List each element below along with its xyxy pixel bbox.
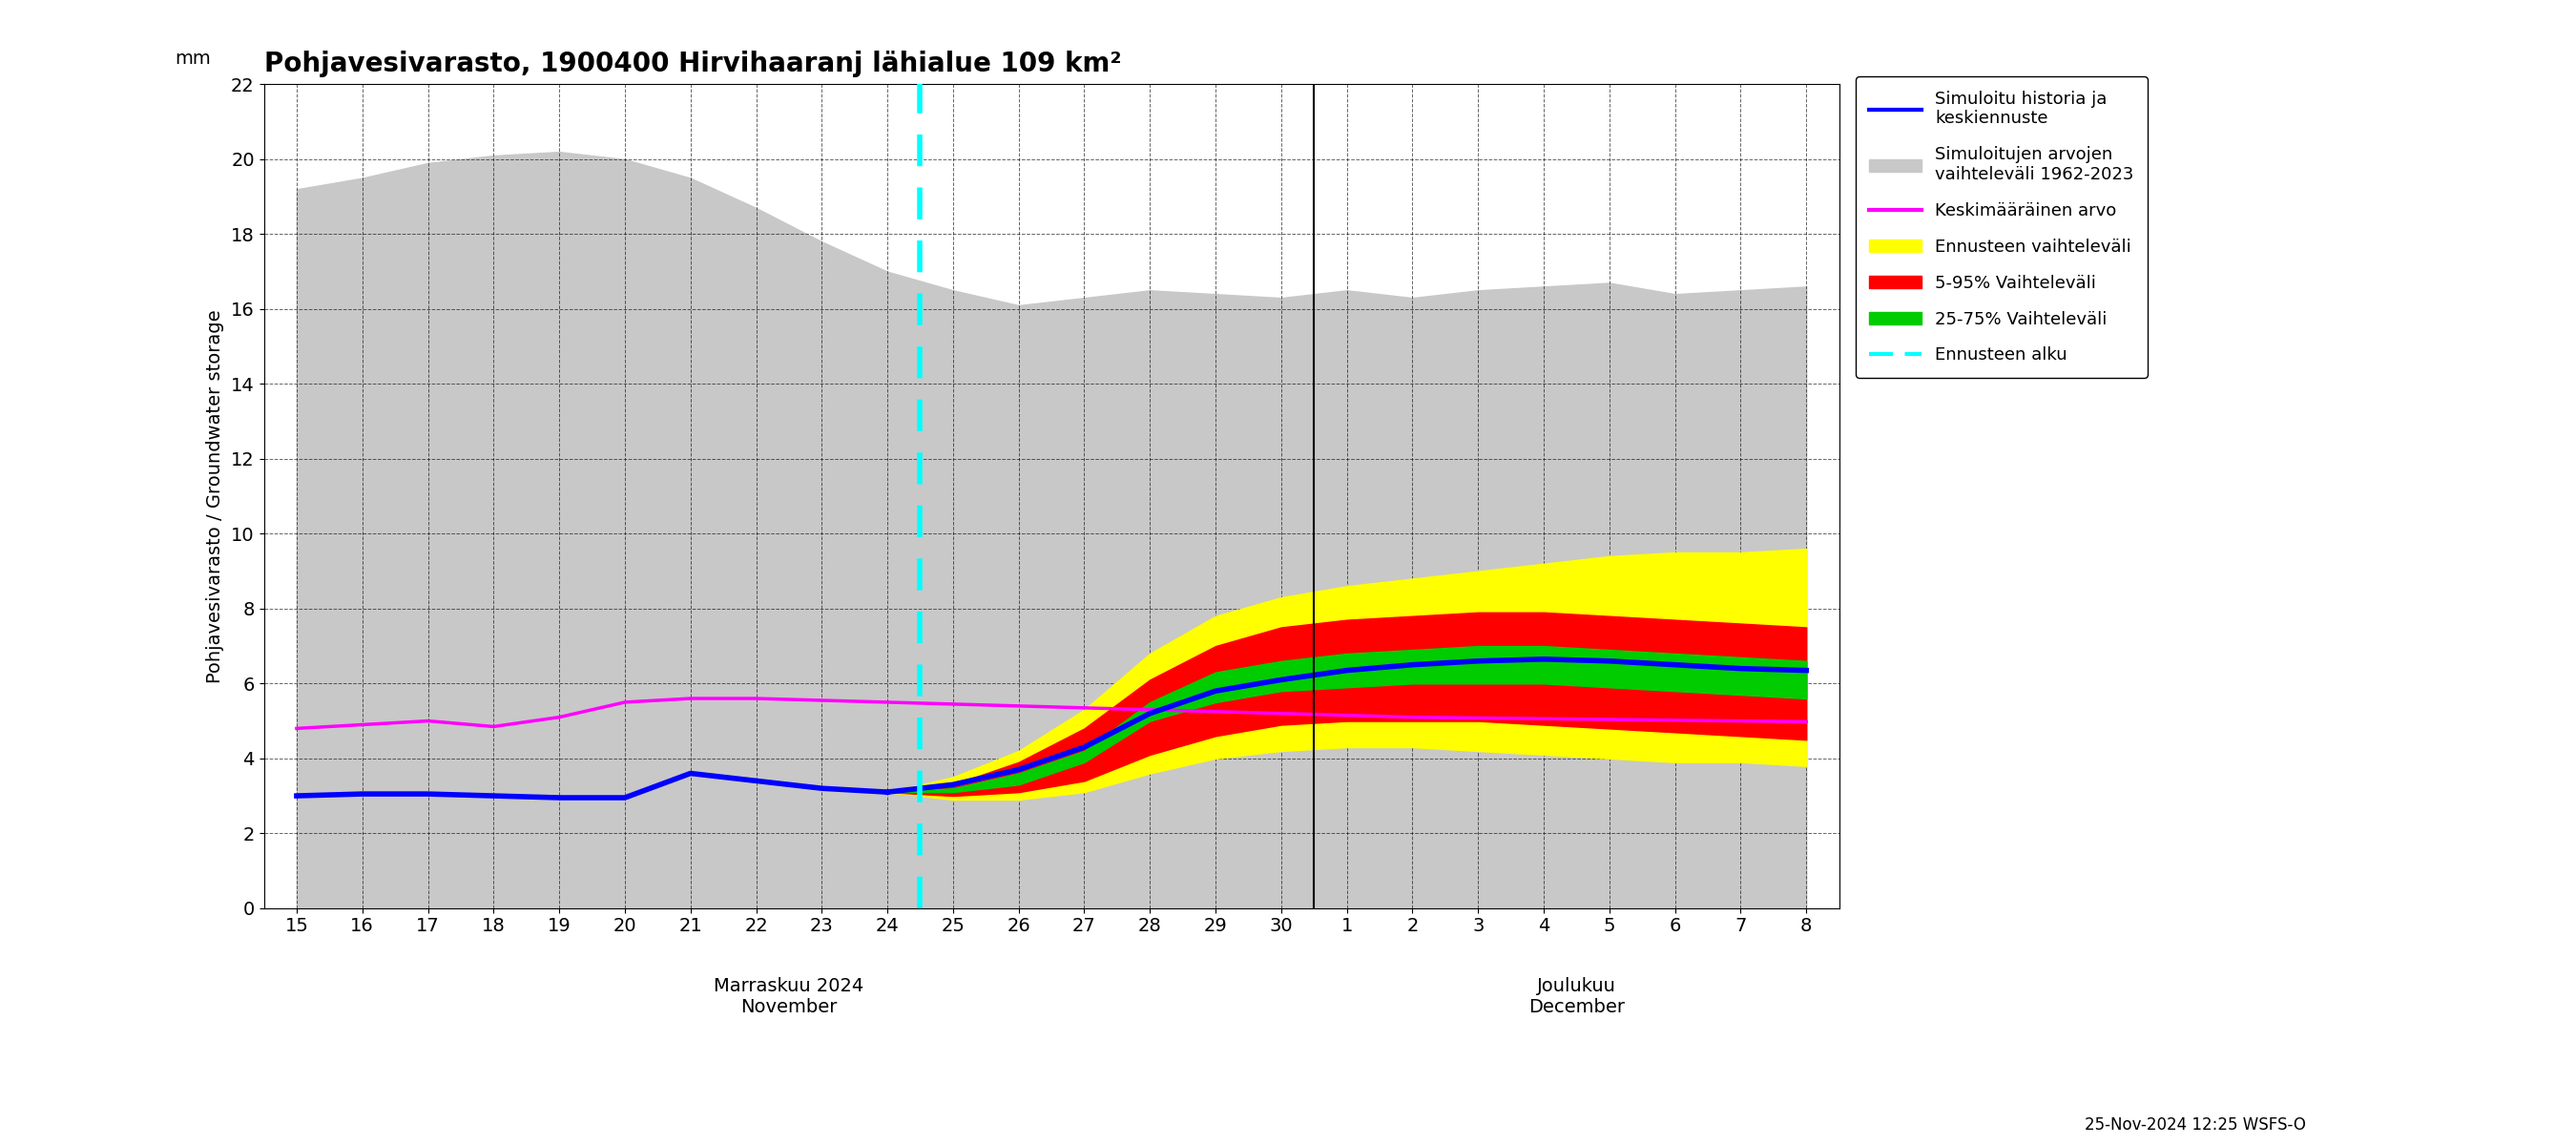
Legend: Simuloitu historia ja
keskiennuste, Simuloitujen arvojen
vaihteleväli 1962-2023,: Simuloitu historia ja keskiennuste, Simu… — [1855, 77, 2148, 378]
Text: Pohjavesivarasto, 1900400 Hirvihaaranj lähialue 109 km²: Pohjavesivarasto, 1900400 Hirvihaaranj l… — [263, 50, 1121, 77]
Text: Joulukuu
December: Joulukuu December — [1528, 977, 1625, 1017]
Y-axis label: Pohjavesivarasto / Groundwater storage: Pohjavesivarasto / Groundwater storage — [206, 309, 224, 684]
Text: Marraskuu 2024
November: Marraskuu 2024 November — [714, 977, 863, 1017]
Text: 25-Nov-2024 12:25 WSFS-O: 25-Nov-2024 12:25 WSFS-O — [2084, 1116, 2306, 1134]
Text: mm: mm — [175, 50, 211, 68]
